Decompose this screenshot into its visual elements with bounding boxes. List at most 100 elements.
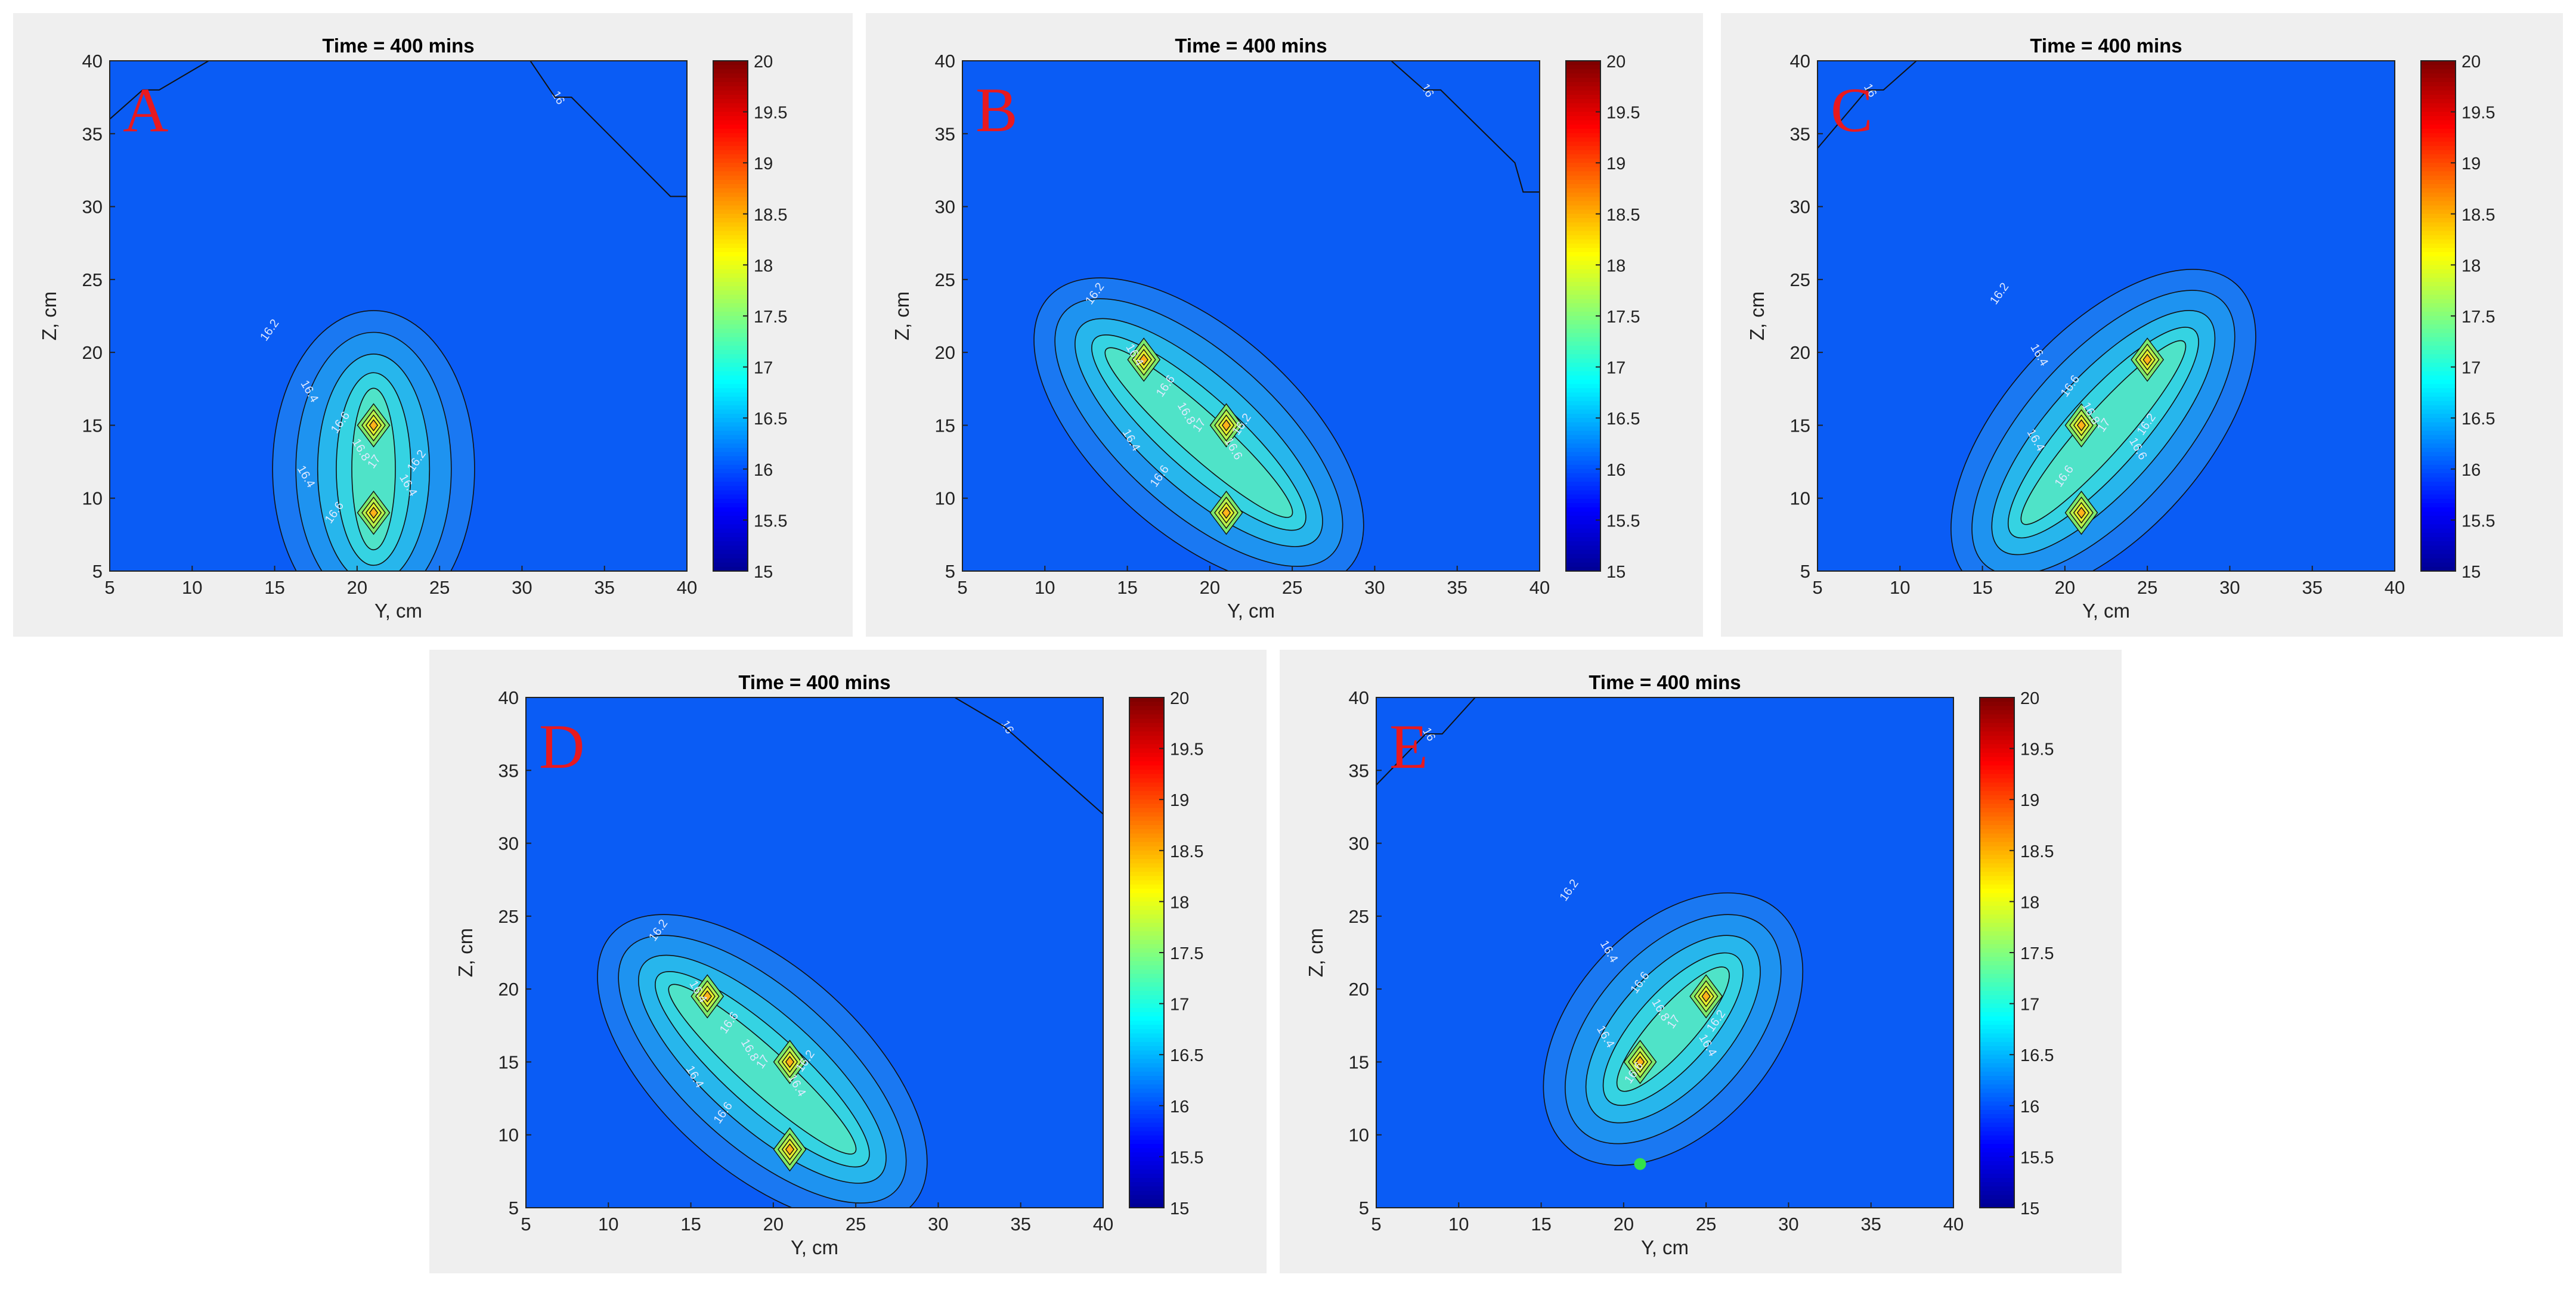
- x-axis-label: Y, cm: [791, 1236, 838, 1258]
- y-tick-label: 30: [82, 197, 103, 218]
- x-tick-label: 30: [2219, 577, 2240, 598]
- panel-letter: B: [976, 75, 1018, 145]
- x-tick-label: 5: [957, 577, 967, 598]
- y-tick-label: 10: [499, 1125, 519, 1146]
- y-tick-label: 35: [1349, 760, 1369, 781]
- y-tick-label: 10: [1349, 1125, 1369, 1146]
- colorbar-tick-label: 20: [2462, 52, 2481, 72]
- contour-level-17: [668, 984, 857, 1155]
- chart-title: Time = 400 mins: [2030, 35, 2182, 57]
- heat-source-2: [1623, 1040, 1657, 1084]
- colorbar-tick-label: 16: [2020, 1097, 2039, 1117]
- colorbar-tick-label: 17: [754, 359, 773, 378]
- colorbar-tick-label: 19.5: [754, 104, 787, 123]
- x-tick-label: 5: [1812, 577, 1822, 598]
- y-tick-label: 5: [509, 1198, 519, 1218]
- heat-source-1: [2131, 337, 2165, 382]
- axes-frame: [109, 60, 688, 572]
- x-tick-label: 5: [104, 577, 114, 598]
- colorbar-tick-label: 17.5: [1606, 308, 1640, 327]
- chart-title: Time = 400 mins: [738, 671, 890, 693]
- panel-letter: D: [539, 712, 585, 782]
- colorbar-tick-label: 16: [1606, 461, 1626, 480]
- y-tick-label: 10: [82, 488, 103, 509]
- x-tick-label: 25: [429, 577, 450, 598]
- colorbar-tick-label: 19.5: [1170, 740, 1203, 759]
- colorbar-tick-label: 17.5: [1170, 944, 1203, 963]
- colorbar-tick-label: 15.5: [2462, 511, 2495, 531]
- colorbar-tick-label: 16.5: [1170, 1046, 1203, 1065]
- colorbar: 20 19.5 19 18.5 18 17.5 17 16.5 16 15.5 15: [713, 52, 787, 582]
- panel-e: Time = 400 mins 16.2 16.4 16.6 16.8 17 16.4 16.…: [1280, 650, 2122, 1273]
- x-tick-label: 25: [1696, 1214, 1716, 1235]
- x-axis-label: Y, cm: [1641, 1236, 1689, 1258]
- x-tick-label: 25: [846, 1214, 866, 1235]
- x-tick-label: 20: [347, 577, 367, 598]
- x-tick-label: 15: [1531, 1214, 1551, 1235]
- colorbar-tick-label: 19.5: [2462, 104, 2495, 123]
- contour-line-16: [1391, 61, 1540, 193]
- colorbar-tick-label: 20: [2020, 689, 2039, 708]
- colorbar-tick-label: 20: [1170, 689, 1189, 708]
- heat-source-1: [357, 403, 391, 448]
- chart-b: Time = 400 mins 16.216.416.616.81716.416.…: [891, 35, 1640, 622]
- x-tick-label: 10: [182, 577, 202, 598]
- x-tick-label: 35: [1010, 1214, 1030, 1235]
- colorbar-tick-label: 15: [1606, 563, 1626, 582]
- colorbar-tick-label: 18: [754, 256, 773, 275]
- heat-source-2: [357, 491, 391, 535]
- colorbar-tick-label: 16: [754, 461, 773, 480]
- y-tick-label: 30: [935, 197, 955, 218]
- heat-source-1: [1689, 974, 1723, 1019]
- colorbar-tick-label: 15: [2462, 563, 2481, 582]
- x-tick-label: 40: [1530, 577, 1550, 598]
- x-tick-label: 40: [677, 577, 697, 598]
- y-tick-label: 35: [499, 760, 519, 781]
- colorbar-tick-label: 18.5: [754, 206, 787, 225]
- x-tick-label: 40: [2385, 577, 2405, 598]
- y-axis-label: Z, cm: [38, 292, 60, 340]
- colorbar-tick-label: 17.5: [2462, 308, 2495, 327]
- colorbar: 20 19.5 19 18.5 18 17.5 17 16.5 16 15.5 15: [1565, 52, 1640, 582]
- heat-source-3: [1209, 491, 1243, 535]
- panel-c: Time = 400 mins 16.2 16.4 16.6 16.8 17 16.4 16.…: [1721, 13, 2563, 637]
- colorbar-tick-label: 16: [2462, 461, 2481, 480]
- y-tick-label: 25: [82, 269, 103, 290]
- chart-e: Time = 400 mins 16.216.416.616.81716.416.…: [1305, 671, 2054, 1258]
- colorbar-tick-label: 15.5: [1170, 1148, 1203, 1167]
- x-tick-label: 30: [1364, 577, 1385, 598]
- axes-frame: [1376, 697, 1954, 1208]
- chart-c: Time = 400 mins 16.216.416.616.81716.416.…: [1746, 35, 2495, 622]
- chart-d: Time = 400 mins 16.216.416.616.81716.416.…: [454, 671, 1203, 1258]
- colorbar-tick-label: 19.5: [1606, 104, 1640, 123]
- colorbar-tick-label: 19: [2462, 154, 2481, 173]
- heat-source-3: [2064, 491, 2098, 535]
- y-tick-label: 20: [1790, 342, 1810, 363]
- colorbar-tick-label: 15.5: [2020, 1148, 2054, 1167]
- x-axis-label: Y, cm: [374, 600, 422, 622]
- y-tick-label: 40: [82, 51, 103, 72]
- y-tick-label: 5: [945, 561, 955, 582]
- x-tick-label: 20: [763, 1214, 784, 1235]
- y-tick-label: 5: [1359, 1198, 1369, 1218]
- y-tick-label: 40: [499, 687, 519, 708]
- x-tick-label: 10: [598, 1214, 618, 1235]
- colorbar-tick-label: 20: [754, 52, 773, 72]
- contour-line-16: [530, 61, 687, 197]
- x-tick-label: 40: [1943, 1214, 1964, 1235]
- colorbar-tick-label: 17: [1606, 359, 1626, 378]
- y-tick-label: 15: [82, 415, 103, 436]
- y-axis-label: Z, cm: [454, 928, 476, 977]
- panel-b: Time = 400 mins 16.2 16.4 16.6 16.8 17 16.4 16.…: [866, 13, 1703, 637]
- colorbar-tick-label: 16.5: [754, 410, 787, 429]
- x-tick-label: 15: [1117, 577, 1137, 598]
- panel-d: Time = 400 mins 16.2 16.4 16.6 16.8 17 16.4 16.…: [429, 650, 1267, 1273]
- heat-source-1: [691, 974, 724, 1019]
- y-tick-label: 30: [1349, 833, 1369, 854]
- colorbar-tick-label: 17.5: [754, 308, 787, 327]
- y-tick-label: 25: [935, 269, 955, 290]
